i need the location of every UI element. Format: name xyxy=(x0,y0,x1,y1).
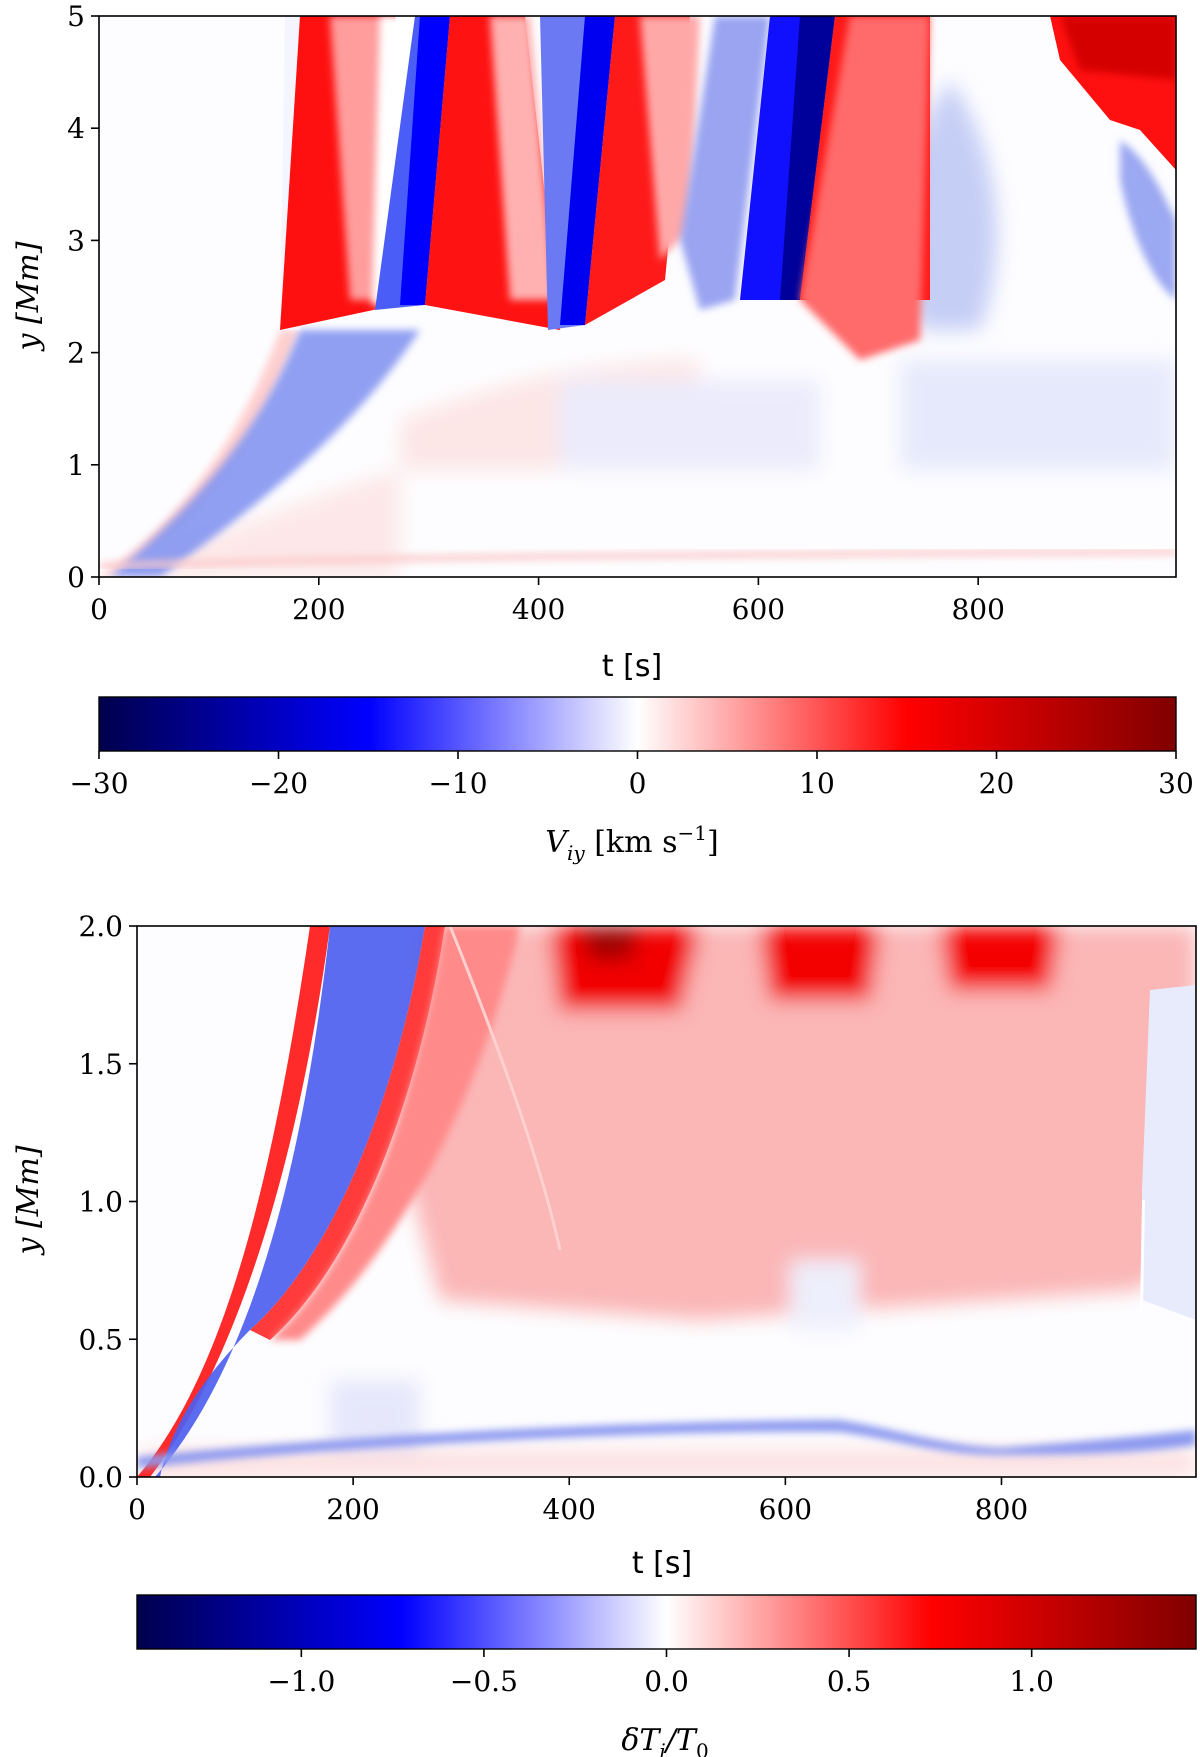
colorbar-1-axis: −30 −20 −10 0 10 20 30 xyxy=(69,751,1194,800)
x-tick-label: 400 xyxy=(543,1493,596,1526)
x-axis-label-2: t [s] xyxy=(632,1546,692,1581)
colorbar-1-label: Viy [km s−1] xyxy=(545,821,718,865)
x-tick-label: 600 xyxy=(732,593,785,626)
colorbar-tick-label: 0.5 xyxy=(827,1665,872,1698)
colorbar-tick-label: −10 xyxy=(428,767,487,800)
x-tick-label: 800 xyxy=(975,1493,1028,1526)
y-tick-label: 4 xyxy=(67,112,85,145)
colorbar-tick-label: 20 xyxy=(979,767,1015,800)
colorbar-tick-label: 0 xyxy=(629,767,647,800)
colorbar-2 xyxy=(136,1594,1197,1650)
plot-frame-1 xyxy=(98,15,1177,578)
colorbar-tick-label: 30 xyxy=(1158,767,1194,800)
colorbar-tick-label: −30 xyxy=(69,767,128,800)
x-axis-label-1: t [s] xyxy=(602,649,662,684)
y-tick-label: 0.0 xyxy=(78,1461,123,1494)
y-tick-label: 1 xyxy=(67,449,85,482)
heatmap-2-field xyxy=(137,926,1196,1477)
x-tick-label: 600 xyxy=(759,1493,812,1526)
heatmap-1-field xyxy=(99,16,1176,577)
axes-1: 0 200 400 600 800 0 1 2 3 4 5 xyxy=(67,0,1005,626)
colorbar-1 xyxy=(98,696,1177,752)
colorbar-tick-label: −1.0 xyxy=(267,1665,335,1698)
heatmap-2 xyxy=(137,926,1196,1477)
y-tick-label: 3 xyxy=(67,224,85,257)
y-tick-label: 2.0 xyxy=(78,910,123,943)
x-tick-label: 200 xyxy=(326,1493,379,1526)
colorbar-2-label: δTi/T0 xyxy=(621,1723,708,1757)
y-tick-label: 0.5 xyxy=(78,1323,123,1356)
heatmap-1 xyxy=(99,16,1176,577)
x-tick-label: 0 xyxy=(90,593,108,626)
x-tick-label: 800 xyxy=(951,593,1004,626)
x-tick-label: 0 xyxy=(128,1493,146,1526)
axes-2: 0 200 400 600 800 0.0 0.5 1.0 1.5 2.0 xyxy=(78,910,1028,1526)
colorbar-tick-label: 1.0 xyxy=(1009,1665,1054,1698)
y-tick-label: 5 xyxy=(67,0,85,33)
colorbar-tick-label: −0.5 xyxy=(450,1665,518,1698)
colorbar-tick-label: 0.0 xyxy=(644,1665,689,1698)
x-tick-label: 400 xyxy=(512,593,565,626)
y-tick-label: 2 xyxy=(67,337,85,370)
x-tick-label: 200 xyxy=(292,593,345,626)
colorbar-tick-label: −20 xyxy=(249,767,308,800)
colorbar-2-axis: −1.0 −0.5 0.0 0.5 1.0 xyxy=(267,1649,1054,1698)
y-tick-label: 1.0 xyxy=(78,1186,123,1219)
y-tick-label: 1.5 xyxy=(78,1048,123,1081)
y-tick-label: 0 xyxy=(67,561,85,594)
y-axis-label-2: y [Mm] xyxy=(11,1145,46,1256)
colorbar-tick-label: 10 xyxy=(799,767,835,800)
y-axis-label-1: y [Mm] xyxy=(11,241,46,352)
